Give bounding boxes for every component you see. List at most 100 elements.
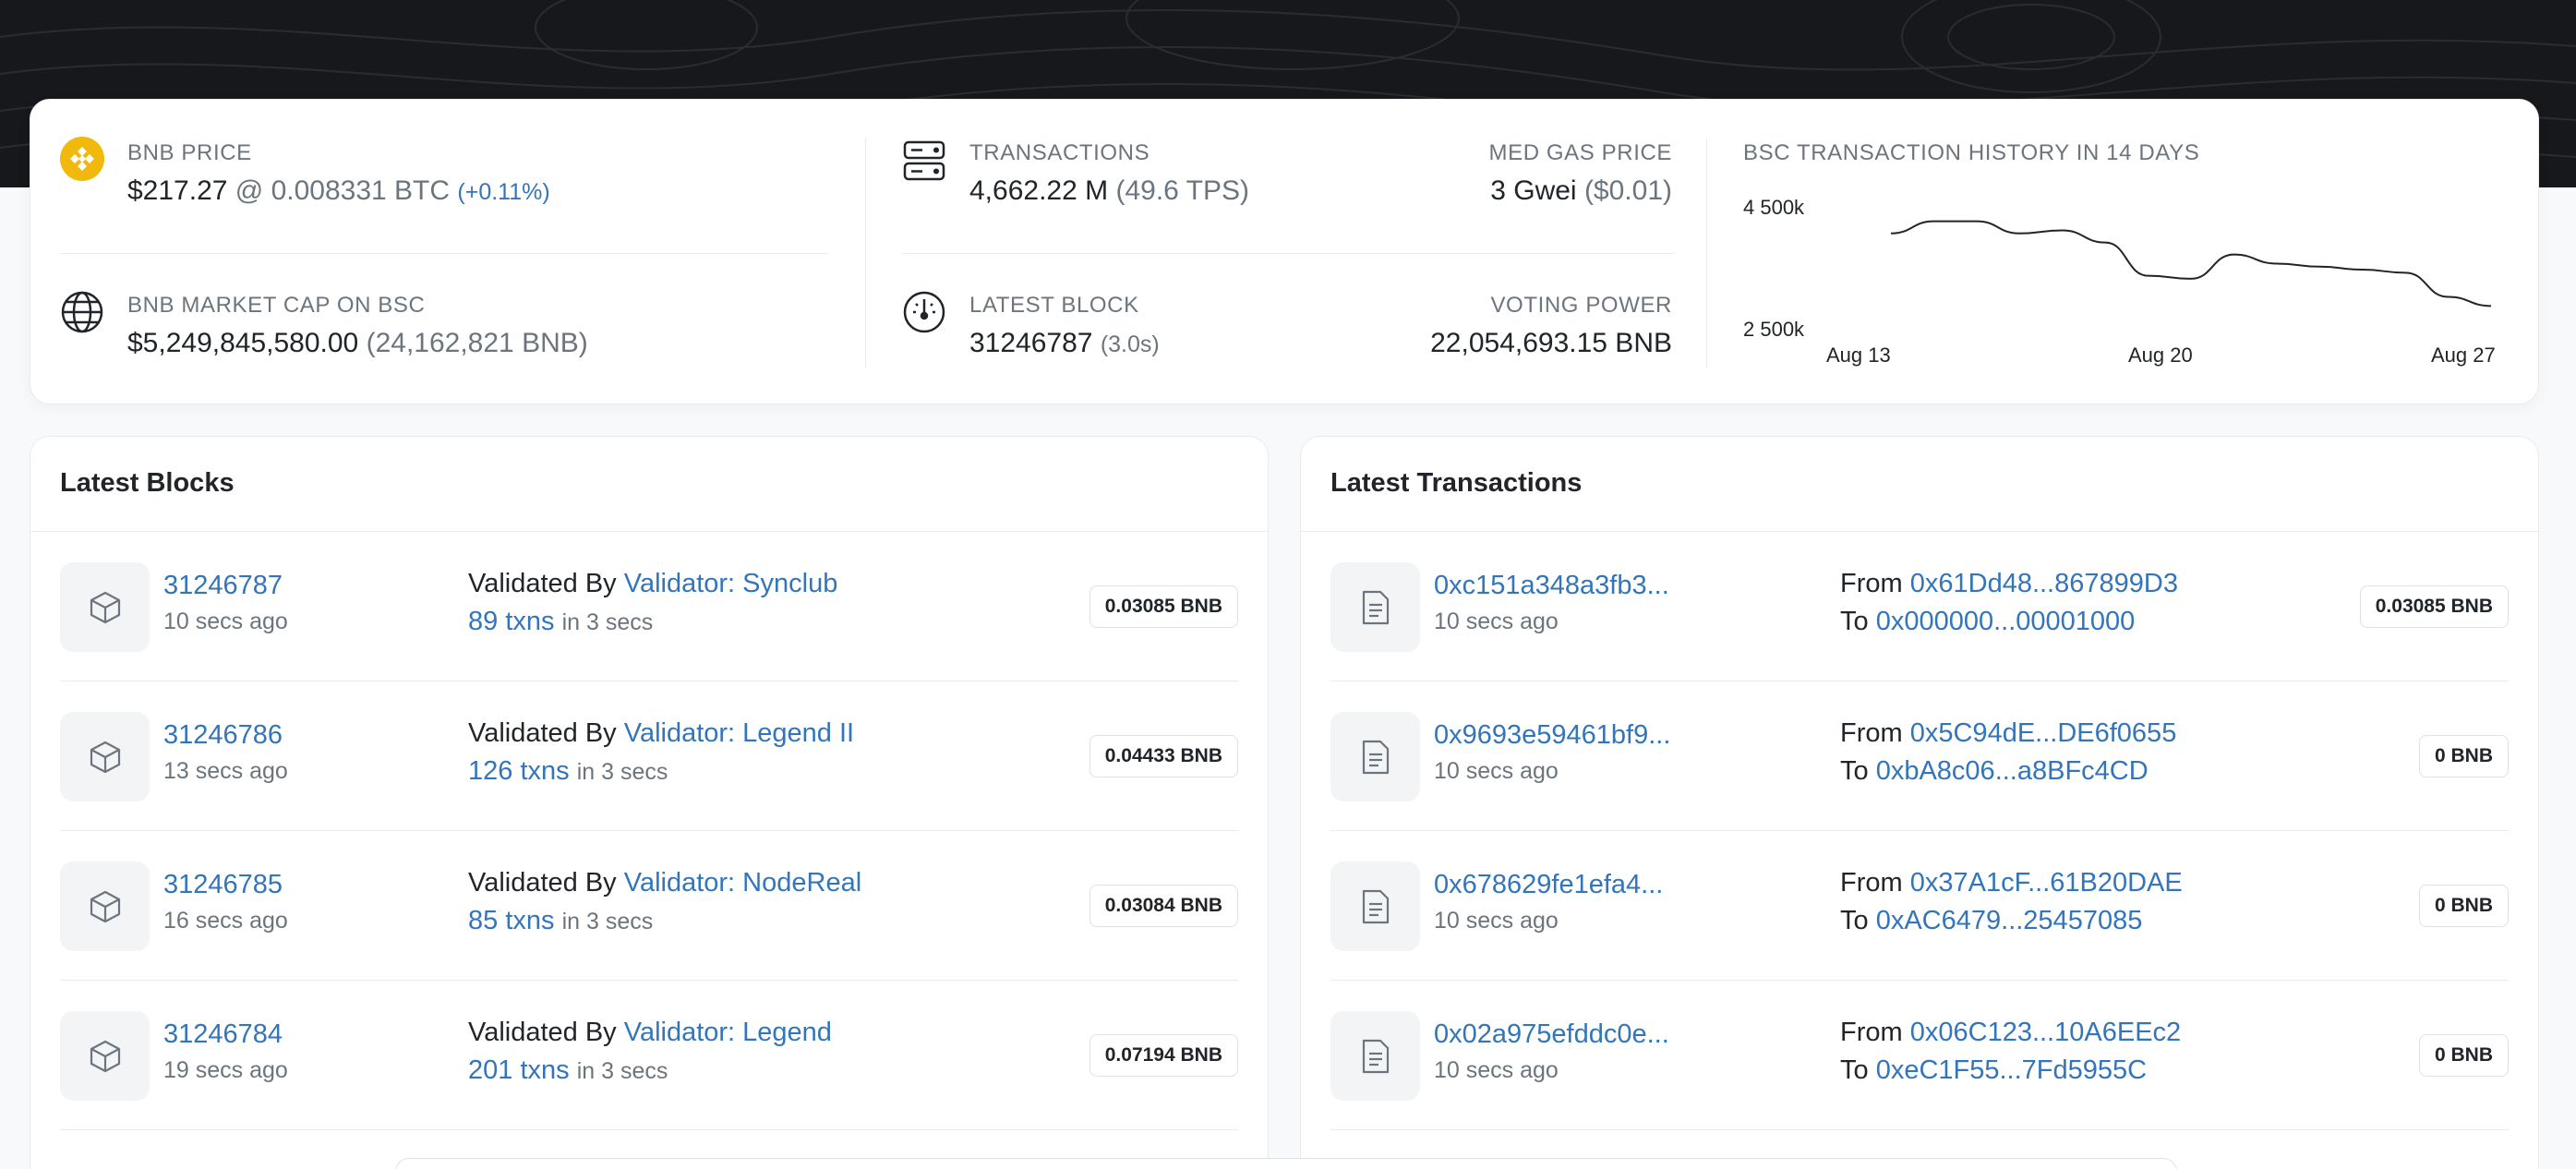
stats-card: BNB PRICE $217.27 @ 0.008331 BTC (+0.11%… (30, 99, 2539, 404)
validated-by-label: Validated By (468, 1018, 617, 1047)
latest-blocks-panel: Latest Blocks 31246787 10 secs ago Validat… (30, 436, 1269, 1169)
voting-power-value: 22,054,693.15 BNB (1430, 328, 1672, 358)
from-address-link[interactable]: 0x5C94dE...DE6f0655 (1909, 718, 2177, 748)
block-number-link[interactable]: 31246787 (163, 571, 283, 600)
chart-title: BSC TRANSACTION HISTORY IN 14 DAYS (1743, 140, 2200, 165)
table-row: 31246787 10 secs ago Validated By Validato… (60, 532, 1238, 681)
block-reward-badge: 0.04433 BNB (1089, 735, 1238, 777)
chart-y-tick: 4 500k (1743, 196, 1805, 219)
from-address-link[interactable]: 0x61Dd48...867899D3 (1909, 569, 2178, 598)
voting-power-label: VOTING POWER (1490, 293, 1672, 318)
transaction-history-chart[interactable] (1863, 192, 2510, 340)
to-label: To (1840, 756, 1869, 786)
table-row: 31246786 13 secs ago Validated By Validato… (60, 681, 1238, 831)
voting-power-stat: VOTING POWER 22,054,693.15 BNB (1430, 293, 1672, 359)
tx-value-badge: 0 BNB (2418, 1034, 2509, 1077)
validated-by-label: Validated By (468, 718, 617, 748)
latest-block-label: LATEST BLOCK (969, 293, 1139, 318)
latest-block-time: (3.0s) (1100, 331, 1160, 357)
table-row: 0xc151a348a3fb3... 10 secs ago From 0x61Dd… (1330, 532, 2509, 681)
validator-link[interactable]: Validator: Legend II (623, 718, 855, 748)
to-address-link[interactable]: 0x000000...00001000 (1875, 607, 2136, 636)
chart-x-tick: Aug 20 (2128, 343, 2193, 367)
txn-count-link[interactable]: 201 txns (468, 1055, 570, 1085)
block-number-link[interactable]: 31246785 (163, 870, 283, 899)
block-age: 16 secs ago (163, 908, 288, 934)
table-row: 0x678629fe1efa4... 10 secs ago From 0x37A1… (1330, 831, 2509, 981)
transaction-doc-icon (1330, 862, 1420, 951)
transactions-stat: TRANSACTIONS 4,662.22 M (49.6 TPS) (969, 140, 1249, 207)
block-number-link[interactable]: 31246786 (163, 720, 283, 750)
divider (902, 253, 1674, 254)
tx-hash-link[interactable]: 0xc151a348a3fb3... (1434, 571, 1669, 600)
transactions-tps: (49.6 TPS) (1115, 175, 1249, 206)
to-address-link[interactable]: 0xeC1F55...7Fd5955C (1875, 1055, 2148, 1085)
block-age: 13 secs ago (163, 758, 288, 784)
validator-link[interactable]: Validator: Synclub (623, 569, 838, 598)
block-cube-icon (60, 562, 150, 652)
market-cap-stat: BNB MARKET CAP ON BSC $5,249,845,580.00 … (127, 293, 588, 359)
tx-value-badge: 0 BNB (2418, 885, 2509, 927)
block-duration: in 3 secs (576, 759, 668, 785)
bnb-logo-icon (60, 137, 104, 186)
validated-by-label: Validated By (468, 868, 617, 898)
transactions-value[interactable]: 4,662.22 M (969, 175, 1109, 206)
from-label: From (1840, 1018, 1903, 1047)
chart-y-tick: 2 500k (1743, 318, 1805, 341)
chart-x-tick: Aug 13 (1826, 343, 1891, 367)
tx-hash-link[interactable]: 0x9693e59461bf9... (1434, 720, 1671, 750)
transactions-label: TRANSACTIONS (969, 140, 1150, 165)
divider (865, 139, 866, 368)
block-reward-badge: 0.07194 BNB (1089, 1034, 1238, 1077)
validator-link[interactable]: Validator: Legend (623, 1018, 832, 1047)
block-number-link[interactable]: 31246784 (163, 1019, 283, 1049)
view-all-bar[interactable] (395, 1158, 2177, 1169)
block-age: 10 secs ago (163, 609, 288, 634)
block-age: 19 secs ago (163, 1057, 288, 1083)
bnb-price-change: (+0.11%) (457, 179, 550, 205)
txn-count-link[interactable]: 85 txns (468, 906, 555, 935)
from-address-link[interactable]: 0x06C123...10A6EEc2 (1909, 1018, 2182, 1047)
table-row: 0x02a975efddc0e... 10 secs ago From 0x06C1… (1330, 981, 2509, 1130)
latest-transactions-panel: Latest Transactions 0xc151a348a3fb3... 10… (1300, 436, 2539, 1169)
block-reward-badge: 0.03085 BNB (1089, 585, 1238, 628)
globe-icon (60, 290, 104, 339)
latest-block-stat: LATEST BLOCK 31246787 (3.0s) (969, 293, 1160, 359)
tx-hash-link[interactable]: 0x02a975efddc0e... (1434, 1019, 1669, 1049)
table-row: 0x9693e59461bf9... 10 secs ago From 0x5C94… (1330, 681, 2509, 831)
tx-value-badge: 0.03085 BNB (2359, 585, 2509, 628)
validated-by-label: Validated By (468, 569, 617, 598)
transaction-doc-icon (1330, 562, 1420, 652)
block-cube-icon (60, 712, 150, 801)
latest-transactions-title: Latest Transactions (1330, 468, 1583, 498)
gas-price-stat: MED GAS PRICE 3 Gwei ($0.01) (1489, 140, 1673, 207)
table-row: 31246785 16 secs ago Validated By Validato… (60, 831, 1238, 981)
txn-count-link[interactable]: 89 txns (468, 607, 555, 636)
divider (1706, 139, 1707, 368)
validator-link[interactable]: Validator: NodeReal (623, 868, 862, 898)
tx-age: 10 secs ago (1434, 758, 1559, 784)
transaction-doc-icon (1330, 1011, 1420, 1101)
latest-block-value[interactable]: 31246787 (969, 328, 1093, 358)
tx-value-badge: 0 BNB (2418, 735, 2509, 777)
txn-count-link[interactable]: 126 txns (468, 756, 570, 786)
series-line (1890, 220, 2492, 307)
latest-blocks-header: Latest Blocks (30, 437, 1268, 532)
gas-price-label: MED GAS PRICE (1488, 140, 1672, 165)
from-address-link[interactable]: 0x37A1cF...61B20DAE (1909, 868, 2183, 898)
from-label: From (1840, 569, 1903, 598)
market-cap-label: BNB MARKET CAP ON BSC (127, 293, 426, 318)
bnb-price-usd: $217.27 (127, 175, 228, 206)
block-duration: in 3 secs (561, 909, 654, 934)
divider (60, 253, 828, 254)
block-duration: in 3 secs (576, 1058, 668, 1084)
gauge-icon (902, 290, 946, 339)
to-address-link[interactable]: 0xbA8c06...a8BFc4CD (1875, 756, 2149, 786)
to-address-link[interactable]: 0xAC6479...25457085 (1875, 906, 2143, 935)
block-duration: in 3 secs (561, 609, 654, 635)
gas-price-value[interactable]: 3 Gwei (1490, 175, 1577, 206)
server-icon (902, 139, 946, 187)
tx-hash-link[interactable]: 0x678629fe1efa4... (1434, 870, 1664, 899)
gas-price-usd: ($0.01) (1583, 175, 1672, 206)
market-cap-usd: $5,249,845,580.00 (127, 328, 359, 358)
